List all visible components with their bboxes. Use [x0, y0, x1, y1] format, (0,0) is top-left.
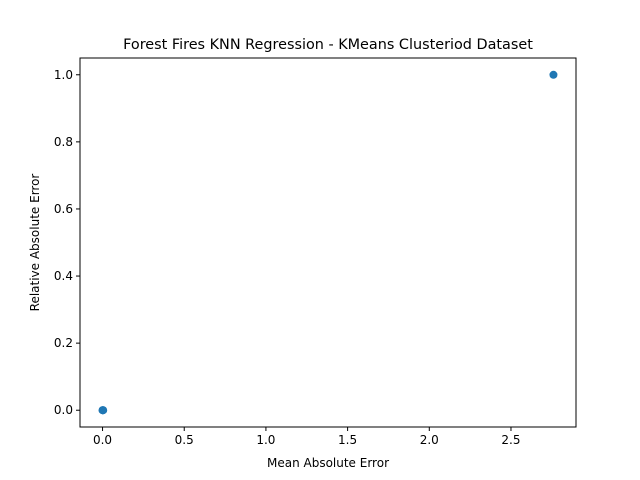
y-axis-label: Relative Absolute Error: [28, 174, 42, 312]
data-points: [98, 70, 558, 415]
y-tick-label: 0.2: [54, 336, 73, 350]
y-tick-label: 0.0: [54, 403, 73, 417]
y-tick-label: 0.6: [54, 202, 73, 216]
plot-area: [80, 58, 576, 427]
y-tick-label: 1.0: [54, 68, 73, 82]
x-tick-label: 0.0: [93, 433, 112, 447]
x-tick-label: 2.0: [420, 433, 439, 447]
x-tick-label: 1.0: [256, 433, 275, 447]
y-tick-label: 0.8: [54, 135, 73, 149]
x-tick-label: 2.5: [501, 433, 520, 447]
chart-title: Forest Fires KNN Regression - KMeans Clu…: [123, 37, 533, 53]
x-axis-label: Mean Absolute Error: [267, 456, 389, 470]
x-tick-label: 1.5: [338, 433, 357, 447]
axis-ticks: 0.0 0.5 1.0 1.5 2.0 2.5 0.0 0.2 0.4 0.6 0.8 1.0: [54, 68, 521, 447]
x-tick-label: 0.5: [175, 433, 194, 447]
scatter-point: [549, 70, 558, 79]
plot-frame: [79, 57, 577, 428]
scatter-point: [98, 406, 107, 415]
y-tick-label: 0.4: [54, 269, 73, 283]
